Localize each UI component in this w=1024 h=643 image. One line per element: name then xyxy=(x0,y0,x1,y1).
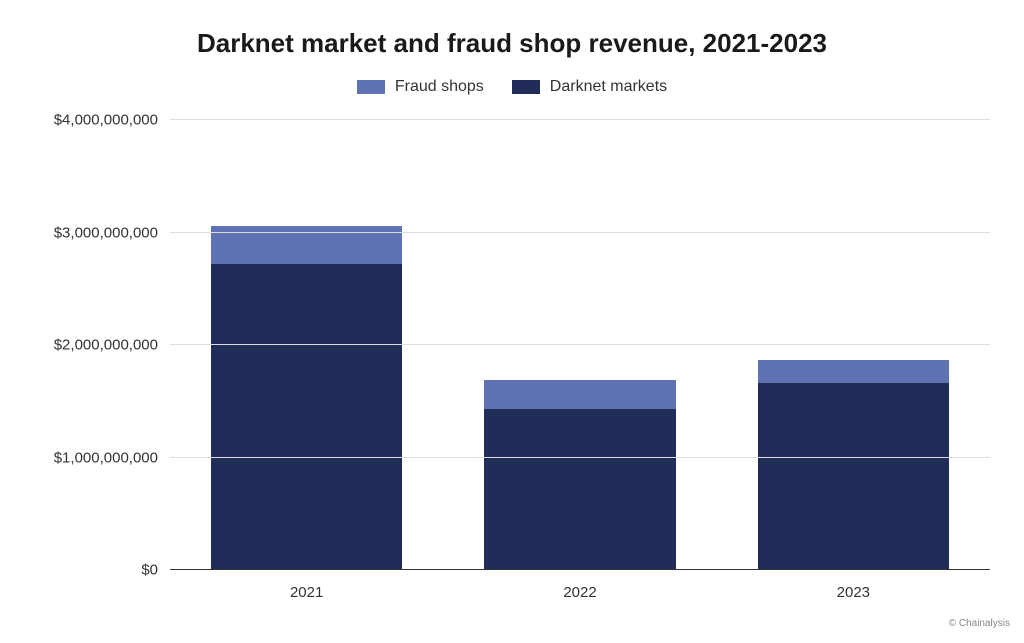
xtick-label: 2021 xyxy=(290,570,323,601)
bar xyxy=(211,226,402,570)
legend-item-darknet-markets: Darknet markets xyxy=(512,78,667,96)
bar xyxy=(758,360,949,570)
legend-label-fraud-shops: Fraud shops xyxy=(395,78,484,96)
legend-swatch-darknet-markets xyxy=(512,80,540,94)
gridline xyxy=(170,119,990,120)
plot-area: $0$1,000,000,000$2,000,000,000$3,000,000… xyxy=(170,120,990,570)
xtick-label: 2023 xyxy=(837,570,870,601)
ytick-label: $1,000,000,000 xyxy=(54,449,170,466)
attribution-text: © Chainalysis xyxy=(949,618,1010,629)
bar-segment xyxy=(211,264,402,570)
bar-segment xyxy=(758,383,949,570)
bar-segment xyxy=(484,409,675,570)
gridline xyxy=(170,457,990,458)
legend-item-fraud-shops: Fraud shops xyxy=(357,78,484,96)
bar-segment xyxy=(758,360,949,384)
gridline xyxy=(170,344,990,345)
chart-legend: Fraud shops Darknet markets xyxy=(0,78,1024,96)
chart-title: Darknet market and fraud shop revenue, 2… xyxy=(0,28,1024,59)
ytick-label: $0 xyxy=(141,562,170,579)
bar-segment xyxy=(484,380,675,409)
ytick-label: $2,000,000,000 xyxy=(54,337,170,354)
legend-label-darknet-markets: Darknet markets xyxy=(550,78,667,96)
chart-container: Darknet market and fraud shop revenue, 2… xyxy=(0,0,1024,643)
bars-layer xyxy=(170,120,990,570)
legend-swatch-fraud-shops xyxy=(357,80,385,94)
xtick-label: 2022 xyxy=(563,570,596,601)
ytick-label: $4,000,000,000 xyxy=(54,112,170,129)
gridline xyxy=(170,232,990,233)
ytick-label: $3,000,000,000 xyxy=(54,224,170,241)
bar xyxy=(484,380,675,570)
